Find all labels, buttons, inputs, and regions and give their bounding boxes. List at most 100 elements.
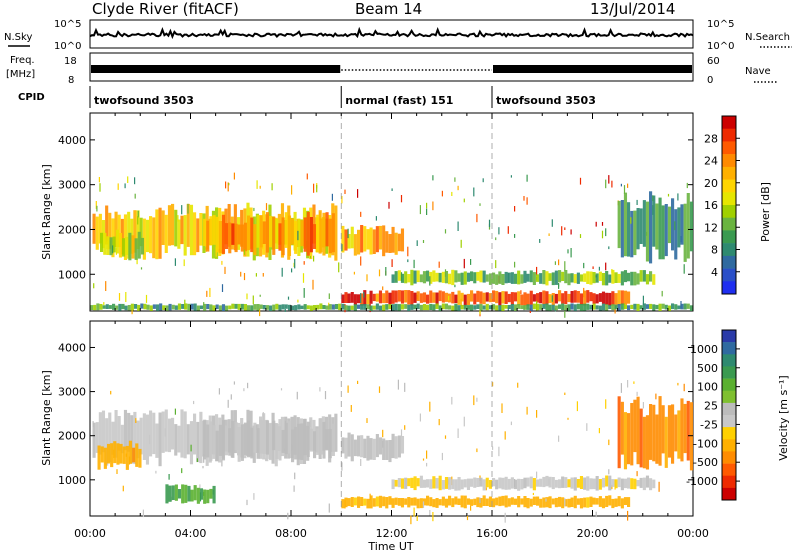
heat-speckle xyxy=(492,446,494,450)
heat-cell xyxy=(181,484,185,504)
heat-cell xyxy=(108,305,112,309)
heat-cell xyxy=(532,303,536,310)
heat-cell xyxy=(177,303,182,310)
heat-cell xyxy=(429,271,433,284)
heat-speckle xyxy=(526,174,528,182)
heat-speckle xyxy=(112,245,114,254)
freq-left-tick-top: 18 xyxy=(64,56,77,67)
heat-cell xyxy=(294,221,298,254)
heat-cell xyxy=(677,410,681,459)
heat-speckle xyxy=(221,260,223,265)
heat-speckle xyxy=(319,387,321,392)
heat-speckle xyxy=(510,175,512,178)
heat-speckle xyxy=(620,183,622,187)
freq-label-line2: [MHz] xyxy=(6,69,35,80)
heat-speckle xyxy=(444,269,447,277)
heat-cell xyxy=(627,291,631,304)
heat-cell xyxy=(576,498,580,505)
heat-cell xyxy=(212,425,216,459)
heat-speckle xyxy=(98,177,100,183)
heat-cell xyxy=(677,207,681,248)
heat-cell xyxy=(382,304,386,311)
heat-speckle xyxy=(579,234,582,238)
freq-right-tick-bottom: 0 xyxy=(707,75,713,86)
heat-cell xyxy=(400,498,405,508)
heat-cell xyxy=(551,304,555,311)
heat-cell xyxy=(488,496,493,507)
cpid-label: CPID xyxy=(18,92,45,103)
heat-cell xyxy=(601,303,606,311)
heat-cell xyxy=(382,293,386,304)
heat-cell xyxy=(240,224,244,252)
heat-cell xyxy=(526,273,530,282)
heat-cell xyxy=(460,304,464,310)
heat-speckle xyxy=(520,290,522,295)
heat-speckle xyxy=(174,408,176,415)
heat-speckle xyxy=(385,267,387,276)
heat-cell xyxy=(388,440,392,463)
heat-cell xyxy=(114,211,118,247)
heat-cell xyxy=(448,273,452,285)
heat-cell xyxy=(247,305,251,311)
heat-cell xyxy=(391,479,395,490)
heat-cell xyxy=(617,396,621,469)
heat-speckle xyxy=(137,210,139,218)
heat-cell xyxy=(545,303,549,311)
heat-cell xyxy=(495,274,499,285)
heat-cell xyxy=(366,304,370,310)
heat-cell xyxy=(583,497,587,508)
heat-cell xyxy=(187,303,191,311)
heat-speckle xyxy=(479,497,481,503)
heat-cell xyxy=(498,496,502,507)
heat-cell xyxy=(536,274,540,282)
heat-speckle xyxy=(196,458,198,462)
power-colorbar-swatch xyxy=(722,255,736,269)
heat-speckle xyxy=(564,392,566,395)
heat-cell xyxy=(451,479,455,490)
heat-cell xyxy=(652,304,656,311)
heat-cell xyxy=(620,271,624,286)
heat-cell xyxy=(316,428,320,455)
heat-cell xyxy=(291,218,295,245)
heat-cell xyxy=(215,304,219,310)
heat-cell xyxy=(514,292,518,302)
heat-cell xyxy=(117,214,121,248)
velocity-colorbar-tick-label: -500 xyxy=(693,456,718,469)
heat-cell xyxy=(542,270,546,285)
heat-speckle xyxy=(564,498,566,507)
heat-cell xyxy=(316,304,320,310)
heat-cell xyxy=(592,293,596,304)
heat-cell xyxy=(589,292,593,302)
heat-cell xyxy=(492,272,496,284)
heat-cell xyxy=(664,416,668,468)
heat-cell xyxy=(542,476,546,488)
heat-cell xyxy=(438,290,442,302)
heat-cell xyxy=(649,303,653,309)
heat-cell xyxy=(313,431,317,459)
heat-cell xyxy=(576,291,580,303)
heat-speckle xyxy=(168,474,170,480)
heat-cell xyxy=(473,293,477,305)
heat-speckle xyxy=(652,205,654,215)
velocity-colorbar-swatch xyxy=(722,463,736,476)
heat-cell xyxy=(369,438,373,460)
heat-cell xyxy=(344,229,348,251)
heat-speckle xyxy=(614,479,616,490)
heat-cell xyxy=(184,303,188,310)
heat-speckle xyxy=(218,388,220,395)
heat-cell xyxy=(426,294,430,304)
heat-speckle xyxy=(309,420,311,428)
heat-cell xyxy=(128,232,132,261)
heat-cell xyxy=(548,304,552,311)
heat-cell xyxy=(199,411,203,464)
heat-speckle xyxy=(627,380,629,388)
heat-speckle xyxy=(284,308,286,312)
heat-speckle xyxy=(281,267,283,277)
heat-speckle xyxy=(128,456,131,465)
heat-speckle xyxy=(680,301,682,309)
heat-cell xyxy=(636,396,640,465)
heat-cell xyxy=(309,428,313,452)
heat-speckle xyxy=(145,294,148,303)
heat-cell xyxy=(391,433,395,459)
heat-cell xyxy=(633,303,637,310)
